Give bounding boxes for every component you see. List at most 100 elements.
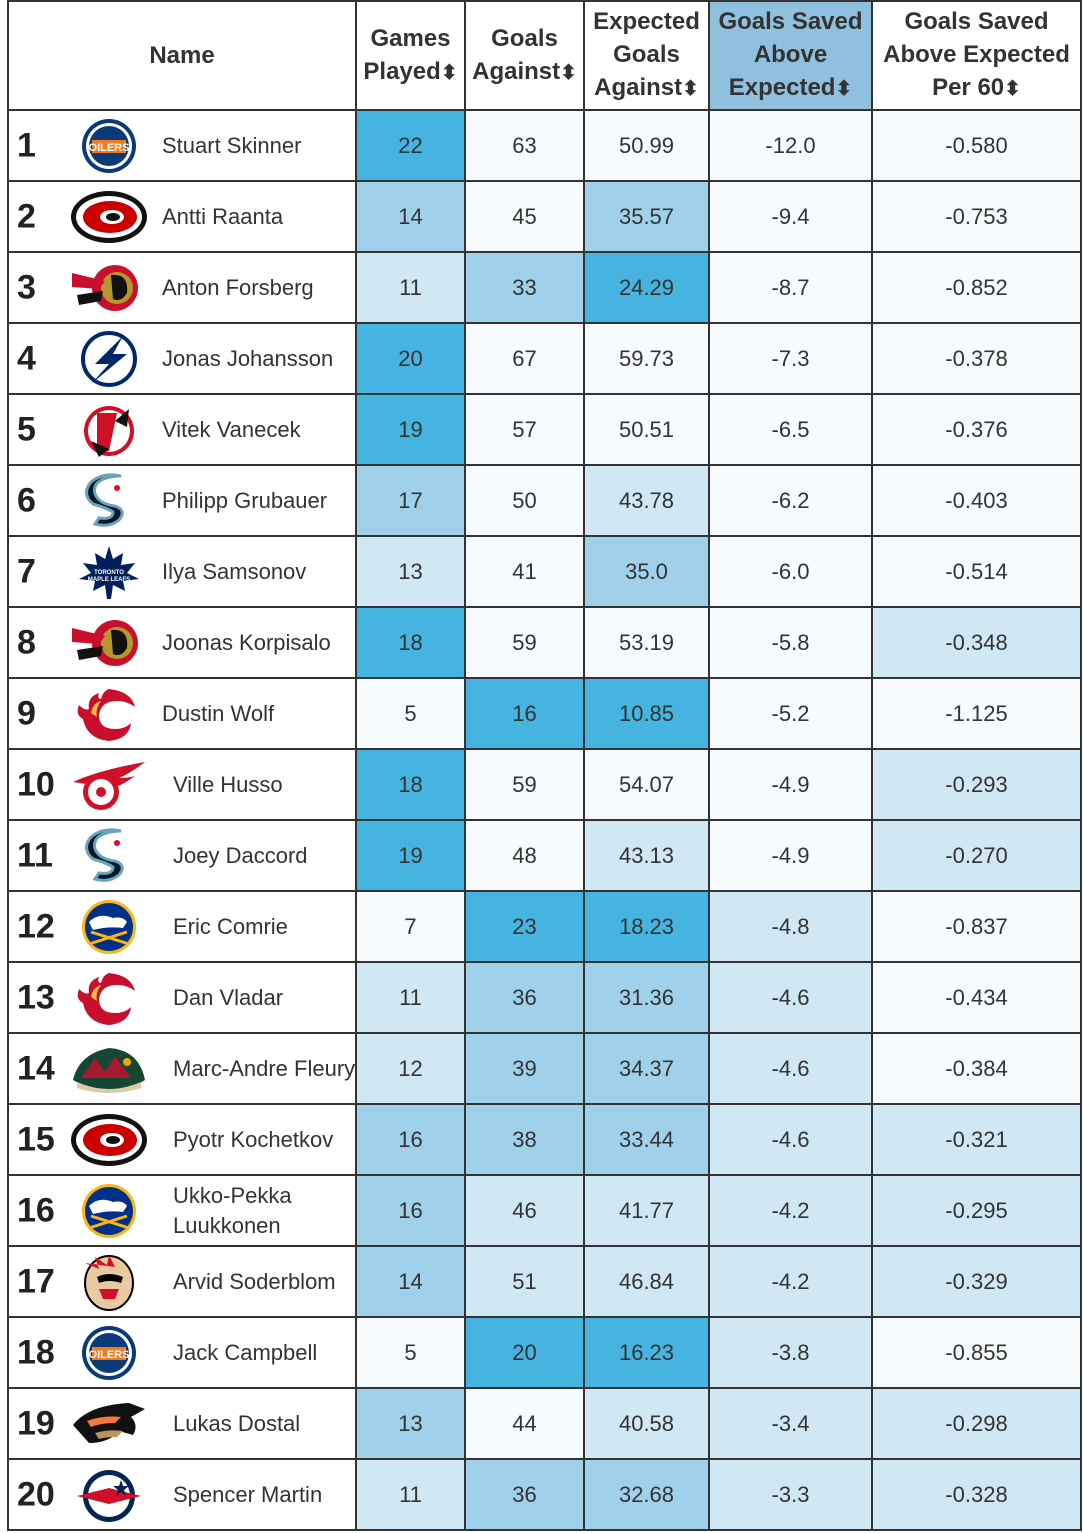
goalie-stats-table: Name Games Played⬍ Goals Against⬍ Expect… [7,0,1082,1531]
gsax-per60-column-header[interactable]: Goals Saved Above Expected Per 60⬍ [871,0,1082,111]
table-row: 5 Vitek Vanecek 19 57 50.51 -6.5 -0.376 [7,393,1082,466]
goals-against-cell: 41 [464,535,585,608]
player-name[interactable]: Ilya Samsonov [162,558,307,584]
sort-icon: ⬍ [440,61,458,84]
gsax-cell: -9.4 [708,180,873,253]
player-name[interactable]: Dustin Wolf [162,700,275,726]
rank-number: 19 [17,1404,55,1442]
games-played-column-header[interactable]: Games Played⬍ [355,0,466,111]
gsax-cell: -4.6 [708,1032,873,1105]
games-played-cell: 13 [355,1387,466,1460]
goals-against-cell: 33 [464,251,585,324]
blackhawks-logo [84,1253,134,1311]
player-name[interactable]: Arvid Soderblom [173,1268,336,1294]
expected-goals-against-cell: 43.78 [583,464,710,537]
table-row: 20 Spencer Martin 11 36 32.68 -3.3 -0.328 [7,1458,1082,1531]
gsax-per60-cell: -0.298 [871,1387,1082,1460]
rank-number: 3 [17,268,36,306]
goals-against-column-header[interactable]: Goals Against⬍ [464,0,585,111]
expected-goals-against-cell: 41.77 [583,1174,710,1247]
player-name[interactable]: Pyotr Kochetkov [173,1126,334,1152]
table-row: 16 Ukko-Pekka Luukkonen 16 46 41.77 -4.2 -0.29… [7,1174,1082,1247]
games-played-cell: 12 [355,1032,466,1105]
gsax-per60-cell: -0.855 [871,1316,1082,1389]
goals-against-cell: 39 [464,1032,585,1105]
table-row: 9 Dustin Wolf 5 16 10.85 -5.2 -1.125 [7,677,1082,750]
kraken-logo [84,472,124,527]
expected-goals-against-column-header[interactable]: Expected Goals Against⬍ [583,0,710,111]
player-name[interactable]: Marc-Andre Fleury [173,1055,356,1081]
name-column-header[interactable]: Name [7,0,357,111]
table-row: 8 Joonas Korpisalo 18 59 53.19 -5.8 -0.348 [7,606,1082,679]
player-name[interactable]: Stuart Skinner [162,132,302,158]
player-name[interactable]: Anton Forsberg [162,274,314,300]
gsax-per60-cell: -0.321 [871,1103,1082,1176]
player-name[interactable]: Eric Comrie [173,913,288,939]
rank-number: 16 [17,1191,55,1229]
goals-against-cell: 50 [464,464,585,537]
gsax-per60-cell: -0.295 [871,1174,1082,1247]
player-name[interactable]: Jonas Johansson [162,345,334,371]
gsax-cell: -3.8 [708,1316,873,1389]
expected-goals-against-cell: 59.73 [583,322,710,395]
expected-goals-against-cell: 32.68 [583,1458,710,1531]
player-name[interactable]: Lukas Dostal [173,1410,301,1436]
gsax-cell: -4.2 [708,1245,873,1318]
gsax-per60-cell: -0.329 [871,1245,1082,1318]
expected-goals-against-cell: 53.19 [583,606,710,679]
rank-number: 4 [17,339,36,377]
player-name[interactable]: Vitek Vanecek [162,416,301,442]
player-name[interactable]: Philipp Grubauer [162,487,328,513]
goals-against-cell: 59 [464,606,585,679]
table-row: 19 Lukas Dostal 13 44 40.58 -3.4 -0.298 [7,1387,1082,1460]
goals-against-cell: 46 [464,1174,585,1247]
sort-icon: ⬍ [682,78,699,100]
player-name[interactable]: Joonas Korpisalo [162,629,331,655]
player-cell: 14 Marc-Andre Fleury [7,1032,357,1105]
player-name[interactable]: Spencer Martin [173,1481,323,1507]
table-row: 11 Joey Daccord 19 48 43.13 -4.9 -0.270 [7,819,1082,892]
games-played-cell: 16 [355,1103,466,1176]
expected-goals-against-cell: 46.84 [583,1245,710,1318]
oilers-logo [82,118,136,173]
gsax-per60-cell: -0.270 [871,819,1082,892]
goals-against-cell: 45 [464,180,585,253]
gsax-cell: -6.5 [708,393,873,466]
gsax-per60-cell: -0.403 [871,464,1082,537]
games-played-cell: 5 [355,1316,466,1389]
player-cell: 15 Pyotr Kochetkov [7,1103,357,1176]
expected-goals-against-cell: 10.85 [583,677,710,750]
player-cell: 17 Arvid Soderblom [7,1245,357,1318]
rank-number: 1 [17,126,36,164]
goals-against-cell: 36 [464,961,585,1034]
games-played-cell: 13 [355,535,466,608]
table-row: 4 Jonas Johansson 20 67 59.73 -7.3 -0.378 [7,322,1082,395]
table-body: 1 Stuart Skinner 22 63 50.99 -12.0 -0.580 2 Antt… [7,109,1082,1531]
player-name[interactable]: Jack Campbell [173,1339,318,1365]
flames-logo [77,688,135,741]
player-name[interactable]: Ville Husso [173,771,283,797]
gsax-per60-cell: -0.852 [871,251,1082,324]
player-name[interactable]: Ukko-Pekka Luukkonen [173,1182,292,1238]
rank-number: 6 [17,481,36,519]
ducks-logo [73,1402,145,1443]
player-cell: 13 Dan Vladar [7,961,357,1034]
gsax-column-header[interactable]: Goals Saved Above Expected⬍ [708,0,873,111]
games-played-cell: 14 [355,180,466,253]
games-played-cell: 7 [355,890,466,963]
rank-number: 5 [17,410,36,448]
table-row: 15 Pyotr Kochetkov 16 38 33.44 -4.6 -0.321 [7,1103,1082,1176]
gsax-cell: -5.8 [708,606,873,679]
player-name[interactable]: Dan Vladar [173,984,284,1010]
player-cell: 10 Ville Husso [7,748,357,821]
games-played-cell: 19 [355,819,466,892]
gsax-cell: -4.9 [708,748,873,821]
table-row: 18 Jack Campbell 5 20 16.23 -3.8 -0.855 [7,1316,1082,1389]
wild-logo [73,1047,145,1093]
player-name[interactable]: Antti Raanta [162,203,284,229]
red-wings-logo [73,761,145,810]
rank-number: 13 [17,978,55,1016]
player-name[interactable]: Joey Daccord [173,842,308,868]
sort-icon: ⬍ [1004,78,1021,100]
player-cell: 16 Ukko-Pekka Luukkonen [7,1174,357,1247]
